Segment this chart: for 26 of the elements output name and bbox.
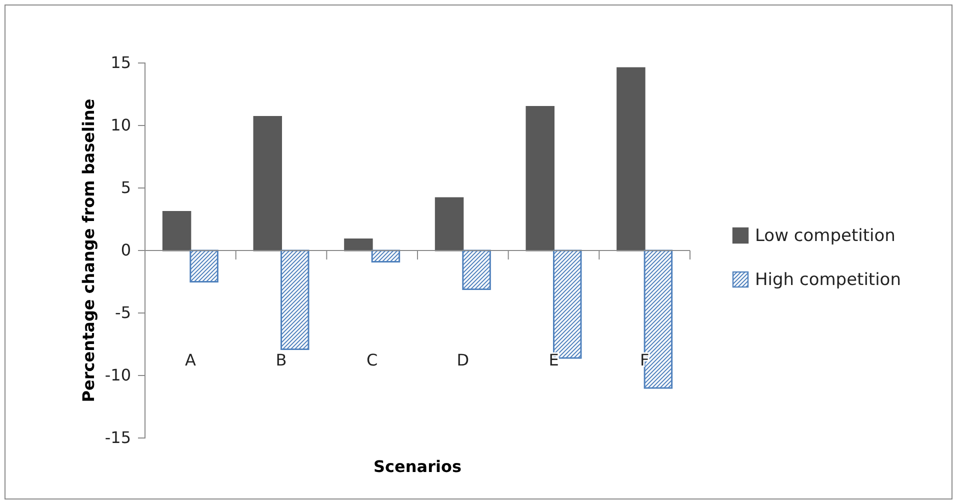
x-tick-label: C — [366, 350, 378, 370]
x-tick-label: D — [456, 350, 470, 370]
y-tick-label: -15 — [104, 428, 131, 448]
bar — [190, 250, 218, 282]
x-axis-title: Scenarios — [374, 457, 462, 476]
bar — [462, 250, 491, 290]
bar — [526, 106, 554, 252]
bar — [644, 250, 673, 389]
bar — [162, 211, 192, 252]
y-tick-label: 15 — [110, 53, 131, 72]
x-tick-label: A — [184, 350, 196, 370]
bar — [371, 250, 400, 262]
bar — [616, 67, 646, 252]
legend-label: High competition — [755, 270, 901, 290]
y-tick-label: -10 — [104, 366, 131, 385]
y-axis-title: Percentage change from baseline — [79, 98, 98, 402]
bar — [434, 197, 464, 252]
legend-label: Low competition — [755, 226, 896, 246]
y-tick-label: 10 — [110, 116, 131, 135]
bar — [253, 116, 282, 252]
y-tick-label: 0 — [120, 240, 131, 260]
bar — [344, 238, 373, 252]
y-tick-label: 5 — [120, 178, 131, 198]
x-tick-label: B — [276, 350, 287, 370]
bar — [280, 250, 310, 350]
y-tick-label: -5 — [115, 303, 131, 322]
